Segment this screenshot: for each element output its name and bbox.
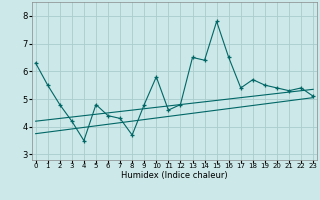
X-axis label: Humidex (Indice chaleur): Humidex (Indice chaleur) xyxy=(121,171,228,180)
